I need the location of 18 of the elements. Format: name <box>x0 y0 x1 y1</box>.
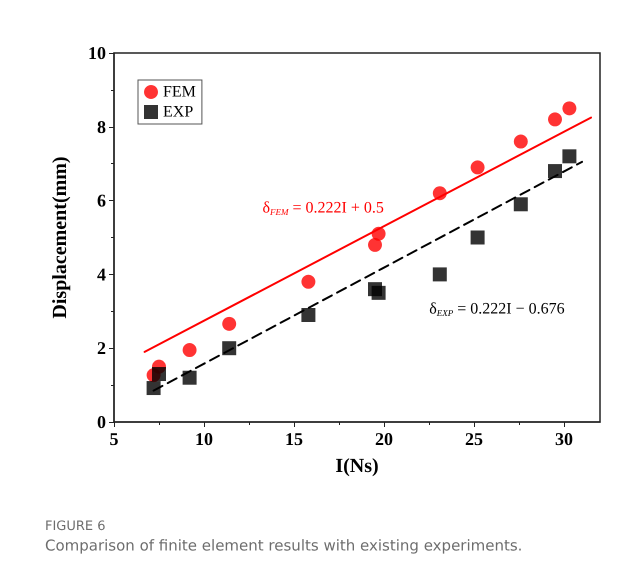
x-tick-label: 30 <box>555 429 573 449</box>
y-axis-title: Displacement(mm) <box>49 156 71 319</box>
y-tick-label: 4 <box>97 264 106 284</box>
x-tick-label: 5 <box>110 429 118 449</box>
legend-label: FEM <box>163 84 196 100</box>
x-axis-title: I(Ns) <box>335 455 379 477</box>
text: Comparison of finite element results with existing experiments. <box>45 536 522 554</box>
y-tick-label: 10 <box>88 43 106 63</box>
text: FIGURE 6 <box>45 519 106 534</box>
y-tick-label: 6 <box>97 190 106 211</box>
legend-label: EXP <box>163 104 194 120</box>
y-tick-label: 0 <box>97 412 106 432</box>
x-tick-label: 15 <box>285 429 303 449</box>
x-tick-label: 10 <box>195 429 213 449</box>
y-tick-label: 2 <box>97 338 106 358</box>
x-tick-label: 20 <box>375 429 393 449</box>
x-tick-label: 25 <box>465 429 483 449</box>
y-tick-label: 8 <box>97 116 106 137</box>
